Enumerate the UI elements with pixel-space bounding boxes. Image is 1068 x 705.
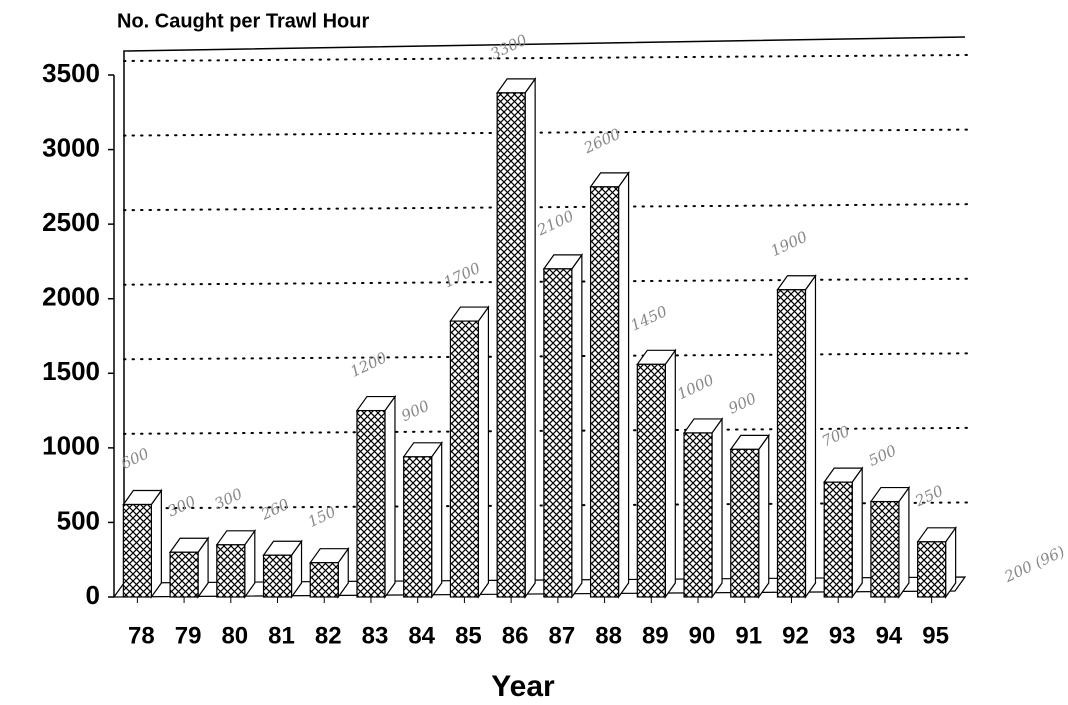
chart-title: No. Caught per Trawl Hour <box>117 10 369 32</box>
handwritten-note: 2600 <box>580 125 624 158</box>
bar <box>870 500 900 598</box>
x-tick-label: 91 <box>735 622 762 649</box>
bar <box>169 551 199 598</box>
handwritten-note: 300 <box>165 492 199 521</box>
bar <box>122 503 152 598</box>
handwritten-note: 1900 <box>768 227 811 260</box>
bar <box>917 541 947 598</box>
x-tick-label: 94 <box>876 622 903 649</box>
bar <box>216 544 246 598</box>
y-tick-label: 500 <box>57 505 100 535</box>
x-tick-label: 92 <box>782 622 809 649</box>
handwritten-note: 900 <box>398 397 432 426</box>
bar-side <box>851 466 863 599</box>
y-tick-label: 3000 <box>42 132 100 162</box>
bar-side <box>571 253 583 599</box>
bar <box>262 554 293 598</box>
handwritten-note: 900 <box>726 389 760 418</box>
y-tick-label: 1000 <box>42 431 100 461</box>
bar <box>776 289 807 598</box>
handwritten-note: 250 <box>912 482 947 511</box>
handwritten-note: 200 (96) <box>1001 542 1068 586</box>
handwritten-note: 1200 <box>347 348 390 381</box>
y-tick-label: 2000 <box>42 282 100 312</box>
x-tick-label: 90 <box>689 622 716 649</box>
x-axis-label: Year <box>491 670 555 703</box>
x-tick-label: 80 <box>221 622 248 649</box>
bar <box>589 186 620 598</box>
bar-side <box>477 305 490 599</box>
x-tick-label: 85 <box>455 622 482 649</box>
bar-side <box>804 273 817 599</box>
handwritten-note: 2100 <box>533 207 577 240</box>
x-tick-label: 93 <box>829 622 856 649</box>
bar-side <box>711 417 723 599</box>
bar <box>449 320 480 598</box>
x-tick-label: 82 <box>315 622 342 649</box>
y-tick-label: 1500 <box>42 356 100 386</box>
y-tick-label: 0 <box>86 580 100 610</box>
bar <box>403 456 433 598</box>
handwritten-note: 300 <box>212 484 246 513</box>
bar <box>543 268 573 598</box>
handwritten-note: 1000 <box>674 371 717 404</box>
bar <box>309 562 339 598</box>
bar-side <box>898 485 910 599</box>
grid-line <box>123 203 974 212</box>
handwritten-note: 260 <box>257 495 292 524</box>
x-tick-label: 83 <box>362 622 389 649</box>
bar <box>730 448 760 598</box>
back-wall <box>123 36 966 583</box>
grid-line <box>123 128 974 137</box>
bar <box>823 481 853 598</box>
x-tick-label: 87 <box>549 622 576 649</box>
bar <box>636 363 666 598</box>
bar-side <box>384 394 396 599</box>
bar-side <box>617 170 630 599</box>
bar-side <box>150 488 162 599</box>
bar <box>683 432 713 598</box>
x-tick-label: 84 <box>408 622 435 649</box>
handwritten-note: 1700 <box>441 259 484 292</box>
bar-side <box>524 77 536 599</box>
x-tick-label: 95 <box>922 622 949 649</box>
bar <box>356 409 386 598</box>
x-tick-label: 79 <box>175 622 202 649</box>
x-tick-label: 78 <box>128 622 155 649</box>
handwritten-note: 1450 <box>628 302 671 335</box>
handwritten-note: 500 <box>866 441 900 470</box>
bar-side <box>758 433 770 599</box>
y-tick-label: 3500 <box>42 58 100 88</box>
bar-side <box>431 440 443 599</box>
x-tick-label: 89 <box>642 622 669 649</box>
bar <box>496 92 526 598</box>
grid-line <box>123 54 974 62</box>
x-tick-label: 81 <box>268 622 295 649</box>
x-tick-label: 88 <box>595 622 622 649</box>
handwritten-note: 700 <box>819 422 853 451</box>
y-tick-label: 2500 <box>42 207 100 237</box>
x-tick-label: 86 <box>502 622 529 649</box>
